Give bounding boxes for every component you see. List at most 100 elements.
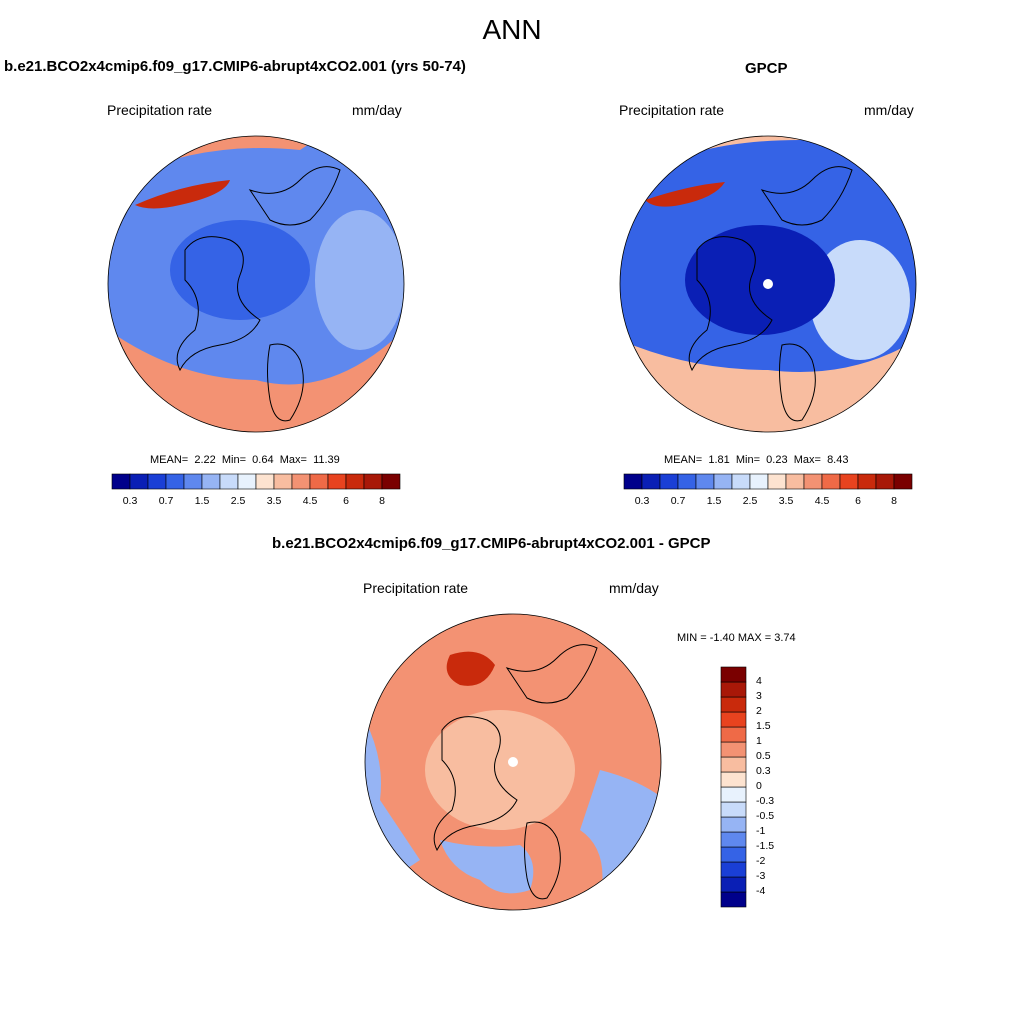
panel3-coastline: [433, 716, 518, 852]
colorbar-tick-label: -0.3: [756, 795, 775, 807]
colorbar-tick-label: 1.5: [194, 495, 210, 507]
colorbar-swatch: [720, 681, 747, 698]
panel1-polar-region: [170, 220, 310, 320]
panel3-variable-label: Precipitation rate: [363, 580, 469, 596]
colorbar-tick-label: 1.5: [756, 720, 771, 732]
colorbar-swatch: [720, 711, 747, 728]
panel3-map-border: [364, 613, 662, 911]
colorbar-swatch: [767, 473, 787, 490]
colorbar-swatch: [720, 846, 747, 863]
panel2-map: [620, 136, 916, 432]
panel1-coastline: [176, 236, 261, 372]
colorbar-swatch: [875, 473, 895, 490]
panel1-high-precip-streak: [135, 180, 230, 209]
panel2-light-region: [810, 240, 910, 360]
colorbar-swatch: [749, 473, 769, 490]
colorbar-tick-label: 0.3: [756, 765, 771, 777]
colorbar-tick-label: -1.5: [756, 840, 775, 852]
colorbar-tick-label: 4.5: [302, 495, 318, 507]
colorbar-swatch: [720, 801, 747, 818]
colorbar-tick-label: -1: [756, 825, 766, 837]
colorbar-tick-label: 4.5: [814, 495, 830, 507]
colorbar-tick-label: -4: [756, 885, 766, 897]
panel2-coastline-2: [779, 343, 816, 422]
colorbar-tick-label: -0.5: [756, 810, 775, 822]
colorbar-tick-label: 3.5: [266, 495, 282, 507]
colorbar-tick-label: 2: [756, 705, 762, 717]
colorbar-swatch: [381, 473, 401, 490]
colorbar-swatch: [623, 473, 643, 490]
colorbar-tick-label: -3: [756, 870, 766, 882]
panel2-stats: MEAN= 1.81 Min= 0.23 Max= 8.43: [664, 454, 849, 466]
colorbar-tick-label: 6: [855, 495, 861, 507]
colorbar-tick-label: 6: [343, 495, 349, 507]
colorbar-swatch: [839, 473, 859, 490]
colorbar-tick-label: 1.5: [706, 495, 722, 507]
colorbar-swatch: [165, 473, 185, 490]
colorbar-swatch: [720, 876, 747, 893]
panel3-units-label: mm/day: [609, 580, 659, 596]
colorbar-swatch: [309, 473, 329, 490]
colorbar-swatch: [677, 473, 697, 490]
panel3-colorbar: [720, 666, 747, 908]
panel1-coastline-2: [267, 343, 304, 422]
panel3-title: b.e21.BCO2x4cmip6.f09_g17.CMIP6-abrupt4x…: [272, 535, 711, 552]
colorbar-tick-label: 0.7: [158, 495, 174, 507]
colorbar-swatch: [857, 473, 877, 490]
colorbar-tick-label: -2: [756, 855, 766, 867]
panel2-coastline: [688, 236, 773, 372]
panel3-coastline-3: [505, 644, 598, 704]
panel3-coastline-2: [524, 821, 561, 900]
panel3-negative-south: [440, 840, 534, 894]
colorbar-tick-label: 0.5: [756, 750, 771, 762]
colorbar-swatch: [183, 473, 203, 490]
panel2-polar-region: [685, 225, 835, 335]
panel2-title: GPCP: [745, 60, 788, 77]
colorbar-swatch: [720, 756, 747, 773]
panel2-map-border: [619, 135, 917, 433]
panel1-map-border: [107, 135, 405, 433]
colorbar-swatch: [720, 771, 747, 788]
colorbar-swatch: [720, 786, 747, 803]
colorbar-swatch: [219, 473, 239, 490]
colorbar-tick-label: 0: [756, 780, 762, 792]
colorbar-swatch: [201, 473, 221, 490]
colorbar-swatch: [111, 473, 131, 490]
colorbar-swatch: [273, 473, 293, 490]
colorbar-swatch: [803, 473, 823, 490]
colorbar-swatch: [821, 473, 841, 490]
panel2-pole-marker: [763, 279, 773, 289]
panel3-map: [365, 614, 661, 910]
panel2-high-precip-streak: [645, 182, 725, 207]
colorbar-tick-label: 8: [891, 495, 897, 507]
panel2-units-label: mm/day: [864, 102, 914, 118]
colorbar-swatch: [720, 696, 747, 713]
colorbar-swatch: [641, 473, 661, 490]
colorbar-tick-label: 3.5: [778, 495, 794, 507]
colorbar-swatch: [147, 473, 167, 490]
panel1-stats: MEAN= 2.22 Min= 0.64 Max= 11.39: [150, 454, 340, 466]
colorbar-tick-label: 0.7: [670, 495, 686, 507]
colorbar-tick-label: 0.3: [122, 495, 138, 507]
colorbar-swatch: [363, 473, 383, 490]
colorbar-tick-label: 4: [756, 675, 762, 687]
colorbar-swatch: [720, 726, 747, 743]
colorbar-swatch: [129, 473, 149, 490]
panel2-colorbar: [623, 473, 913, 490]
colorbar-tick-label: 1: [756, 735, 762, 747]
panel3-stats: MIN = -1.40 MAX = 3.74: [677, 632, 796, 644]
colorbar-swatch: [720, 816, 747, 833]
colorbar-tick-label: 8: [379, 495, 385, 507]
panel1-colorbar: [111, 473, 401, 490]
panel3-pole-marker: [508, 757, 518, 767]
colorbar-swatch: [255, 473, 275, 490]
colorbar-swatch: [720, 891, 747, 908]
colorbar-swatch: [713, 473, 733, 490]
colorbar-tick-label: 3: [756, 690, 762, 702]
panel1-variable-label: Precipitation rate: [107, 102, 213, 118]
colorbar-swatch: [327, 473, 347, 490]
panel2-variable-label: Precipitation rate: [619, 102, 725, 118]
panel3-high-diff-region: [446, 651, 495, 686]
colorbar-swatch: [720, 666, 747, 683]
